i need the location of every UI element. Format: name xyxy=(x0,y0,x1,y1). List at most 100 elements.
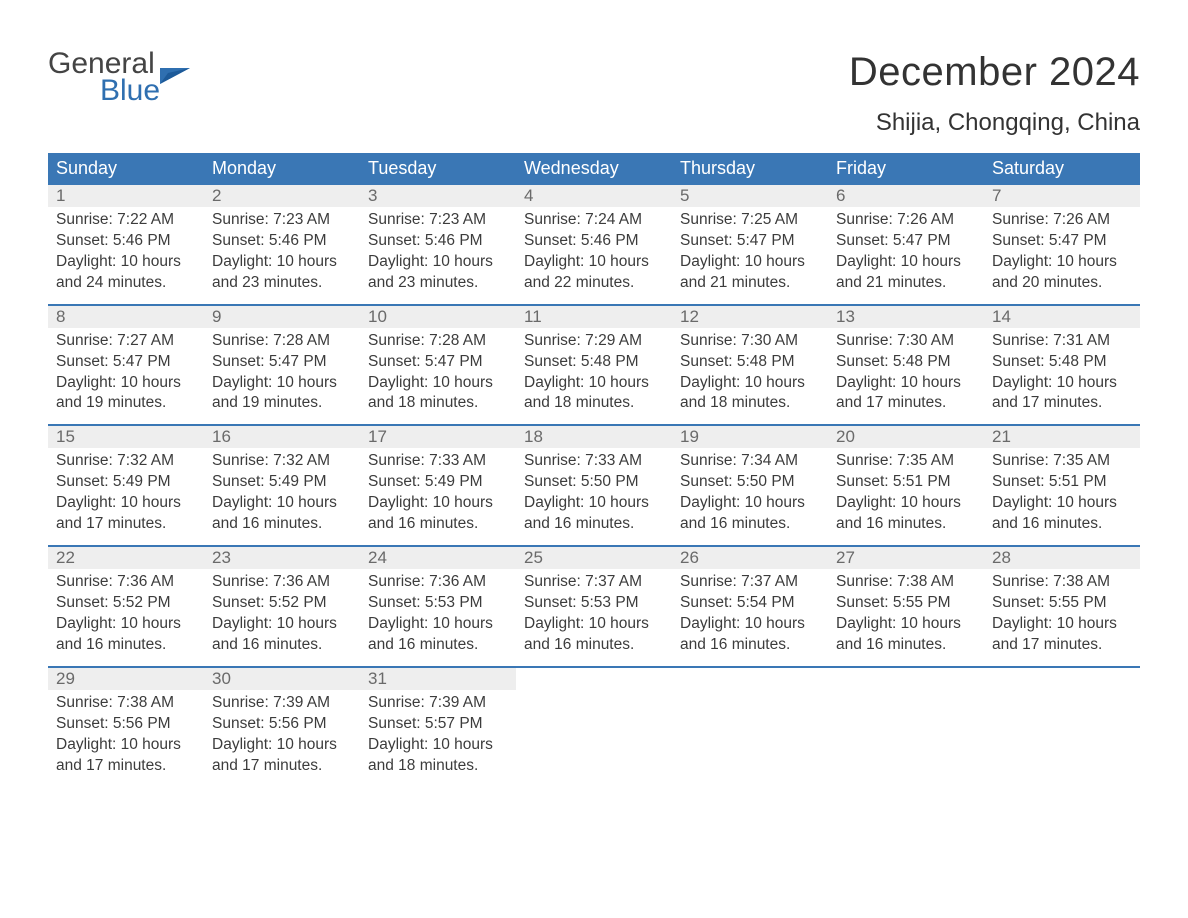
sunrise-text: Sunrise: 7:35 AM xyxy=(836,451,976,472)
header: General Blue December 2024 Shijia, Chong… xyxy=(48,50,1140,147)
day-cell xyxy=(672,690,828,787)
sunrise-text: Sunrise: 7:33 AM xyxy=(524,451,664,472)
sunrise-text: Sunrise: 7:26 AM xyxy=(992,210,1132,231)
daylight-text-1: Daylight: 10 hours xyxy=(836,373,976,394)
day-cell: Sunrise: 7:38 AMSunset: 5:56 PMDaylight:… xyxy=(48,690,204,787)
sunset-text: Sunset: 5:56 PM xyxy=(56,714,196,735)
daylight-text-2: and 22 minutes. xyxy=(524,273,664,294)
sunset-text: Sunset: 5:48 PM xyxy=(992,352,1132,373)
daylight-text-2: and 16 minutes. xyxy=(524,514,664,535)
daylight-text-2: and 17 minutes. xyxy=(56,514,196,535)
sunset-text: Sunset: 5:50 PM xyxy=(680,472,820,493)
day-cell: Sunrise: 7:23 AMSunset: 5:46 PMDaylight:… xyxy=(360,207,516,305)
day-number-row: 22232425262728 xyxy=(48,547,1140,569)
calendar-table: Sunday Monday Tuesday Wednesday Thursday… xyxy=(48,153,1140,786)
daylight-text-1: Daylight: 10 hours xyxy=(56,252,196,273)
day-cell: Sunrise: 7:32 AMSunset: 5:49 PMDaylight:… xyxy=(48,448,204,546)
day-cell: Sunrise: 7:38 AMSunset: 5:55 PMDaylight:… xyxy=(828,569,984,667)
day-number-row: 15161718192021 xyxy=(48,426,1140,448)
sunrise-text: Sunrise: 7:30 AM xyxy=(836,331,976,352)
daylight-text-2: and 19 minutes. xyxy=(212,393,352,414)
day-number-row: 293031 xyxy=(48,668,1140,690)
daylight-text-1: Daylight: 10 hours xyxy=(680,252,820,273)
daylight-text-1: Daylight: 10 hours xyxy=(368,614,508,635)
day-number xyxy=(516,668,672,690)
daylight-text-1: Daylight: 10 hours xyxy=(368,493,508,514)
sunset-text: Sunset: 5:56 PM xyxy=(212,714,352,735)
daylight-text-2: and 23 minutes. xyxy=(368,273,508,294)
sunrise-text: Sunrise: 7:31 AM xyxy=(992,331,1132,352)
day-cell xyxy=(516,690,672,787)
sunset-text: Sunset: 5:46 PM xyxy=(212,231,352,252)
col-saturday: Saturday xyxy=(984,153,1140,185)
daylight-text-2: and 16 minutes. xyxy=(680,635,820,656)
day-cell: Sunrise: 7:30 AMSunset: 5:48 PMDaylight:… xyxy=(672,328,828,426)
sunset-text: Sunset: 5:47 PM xyxy=(992,231,1132,252)
daylight-text-1: Daylight: 10 hours xyxy=(992,373,1132,394)
page-title: December 2024 xyxy=(849,50,1140,95)
sunrise-text: Sunrise: 7:22 AM xyxy=(56,210,196,231)
daylight-text-1: Daylight: 10 hours xyxy=(368,373,508,394)
sunset-text: Sunset: 5:46 PM xyxy=(56,231,196,252)
daylight-text-1: Daylight: 10 hours xyxy=(836,614,976,635)
sunset-text: Sunset: 5:46 PM xyxy=(368,231,508,252)
daylight-text-2: and 16 minutes. xyxy=(836,635,976,656)
day-number xyxy=(672,668,828,690)
day-cell: Sunrise: 7:36 AMSunset: 5:52 PMDaylight:… xyxy=(204,569,360,667)
day-content-row: Sunrise: 7:27 AMSunset: 5:47 PMDaylight:… xyxy=(48,328,1140,426)
day-number: 16 xyxy=(204,426,360,448)
day-cell: Sunrise: 7:28 AMSunset: 5:47 PMDaylight:… xyxy=(204,328,360,426)
sunset-text: Sunset: 5:47 PM xyxy=(368,352,508,373)
day-cell: Sunrise: 7:26 AMSunset: 5:47 PMDaylight:… xyxy=(828,207,984,305)
day-number: 12 xyxy=(672,306,828,328)
day-number-row: 1234567 xyxy=(48,185,1140,207)
daylight-text-2: and 16 minutes. xyxy=(212,635,352,656)
sunset-text: Sunset: 5:46 PM xyxy=(524,231,664,252)
daylight-text-2: and 19 minutes. xyxy=(56,393,196,414)
daylight-text-1: Daylight: 10 hours xyxy=(212,373,352,394)
day-number xyxy=(828,668,984,690)
daylight-text-2: and 17 minutes. xyxy=(992,393,1132,414)
day-number: 14 xyxy=(984,306,1140,328)
sunrise-text: Sunrise: 7:38 AM xyxy=(992,572,1132,593)
daylight-text-1: Daylight: 10 hours xyxy=(992,252,1132,273)
day-number: 29 xyxy=(48,668,204,690)
daylight-text-2: and 17 minutes. xyxy=(836,393,976,414)
day-number: 27 xyxy=(828,547,984,569)
daylight-text-1: Daylight: 10 hours xyxy=(212,614,352,635)
sunset-text: Sunset: 5:47 PM xyxy=(56,352,196,373)
sunset-text: Sunset: 5:52 PM xyxy=(212,593,352,614)
day-cell: Sunrise: 7:38 AMSunset: 5:55 PMDaylight:… xyxy=(984,569,1140,667)
day-number: 31 xyxy=(360,668,516,690)
daylight-text-1: Daylight: 10 hours xyxy=(56,614,196,635)
day-number xyxy=(984,668,1140,690)
day-number: 11 xyxy=(516,306,672,328)
col-wednesday: Wednesday xyxy=(516,153,672,185)
sunset-text: Sunset: 5:48 PM xyxy=(836,352,976,373)
sunrise-text: Sunrise: 7:35 AM xyxy=(992,451,1132,472)
day-number: 4 xyxy=(516,185,672,207)
day-cell: Sunrise: 7:37 AMSunset: 5:53 PMDaylight:… xyxy=(516,569,672,667)
sunrise-text: Sunrise: 7:37 AM xyxy=(680,572,820,593)
col-monday: Monday xyxy=(204,153,360,185)
col-thursday: Thursday xyxy=(672,153,828,185)
daylight-text-2: and 16 minutes. xyxy=(56,635,196,656)
brand-logo: General Blue xyxy=(48,50,194,105)
day-cell xyxy=(984,690,1140,787)
title-block: December 2024 Shijia, Chongqing, China xyxy=(849,50,1140,147)
daylight-text-2: and 23 minutes. xyxy=(212,273,352,294)
daylight-text-2: and 16 minutes. xyxy=(680,514,820,535)
sunset-text: Sunset: 5:47 PM xyxy=(212,352,352,373)
day-number: 24 xyxy=(360,547,516,569)
day-cell: Sunrise: 7:36 AMSunset: 5:53 PMDaylight:… xyxy=(360,569,516,667)
day-number: 7 xyxy=(984,185,1140,207)
day-cell: Sunrise: 7:32 AMSunset: 5:49 PMDaylight:… xyxy=(204,448,360,546)
daylight-text-2: and 16 minutes. xyxy=(836,514,976,535)
sunset-text: Sunset: 5:48 PM xyxy=(524,352,664,373)
day-number: 30 xyxy=(204,668,360,690)
daylight-text-2: and 21 minutes. xyxy=(836,273,976,294)
sunrise-text: Sunrise: 7:26 AM xyxy=(836,210,976,231)
daylight-text-2: and 17 minutes. xyxy=(212,756,352,777)
sunrise-text: Sunrise: 7:34 AM xyxy=(680,451,820,472)
daylight-text-2: and 20 minutes. xyxy=(992,273,1132,294)
